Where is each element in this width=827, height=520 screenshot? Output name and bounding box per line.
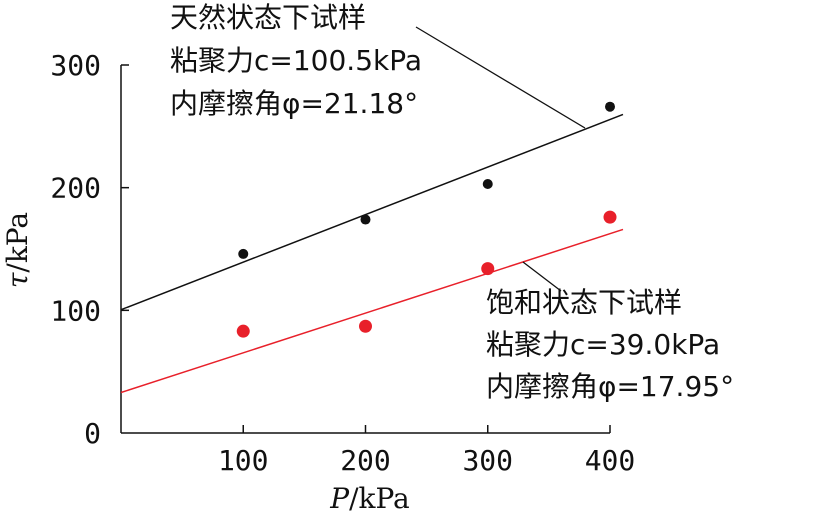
x-tick-label: 200 (340, 444, 391, 477)
data-point-series-0 (360, 214, 371, 225)
data-point-series-1 (236, 324, 250, 338)
x-tick-label: 400 (585, 444, 636, 477)
y-tick-label: 300 (50, 49, 101, 82)
x-axis-label-unit: /kPa (349, 482, 410, 515)
data-points (236, 101, 617, 338)
annotation-line: 饱和状态下试样 (486, 286, 682, 319)
annotation-line: 天然状态下试样 (170, 1, 366, 34)
x-tick-label: 300 (462, 444, 513, 477)
data-point-series-1 (359, 319, 372, 333)
data-point-series-1 (603, 210, 617, 224)
y-axis-label: τ/kPa (1, 212, 34, 288)
data-point-series-0 (605, 101, 615, 112)
annotation-leader-line (415, 26, 586, 129)
annotation-leader-line (522, 261, 562, 292)
y-tick-label: 100 (50, 294, 101, 327)
fit-line-series-1 (120, 228, 624, 394)
y-axis-label-var: τ (1, 272, 34, 288)
x-axis-label: P/kPa (329, 482, 410, 515)
fit-lines (120, 113, 624, 394)
annotation-line: 粘聚力c=100.5kPa (170, 44, 422, 77)
y-axis-label-unit: /kPa (1, 212, 34, 273)
annotation-line: 内摩擦角φ=21.18° (170, 87, 418, 120)
annotation-line: 内摩擦角φ=17.95° (486, 370, 734, 403)
annotation-line: 粘聚力c=39.0kPa (486, 328, 720, 361)
data-point-series-0 (238, 248, 249, 259)
x-tick-label: 100 (218, 444, 269, 477)
data-point-series-1 (481, 262, 495, 276)
x-axis-label-var: P (329, 482, 350, 515)
fit-line-series-0 (120, 113, 624, 311)
data-point-series-0 (482, 178, 493, 189)
y-tick-label: 200 (50, 172, 101, 205)
y-tick-label: 0 (84, 417, 101, 450)
